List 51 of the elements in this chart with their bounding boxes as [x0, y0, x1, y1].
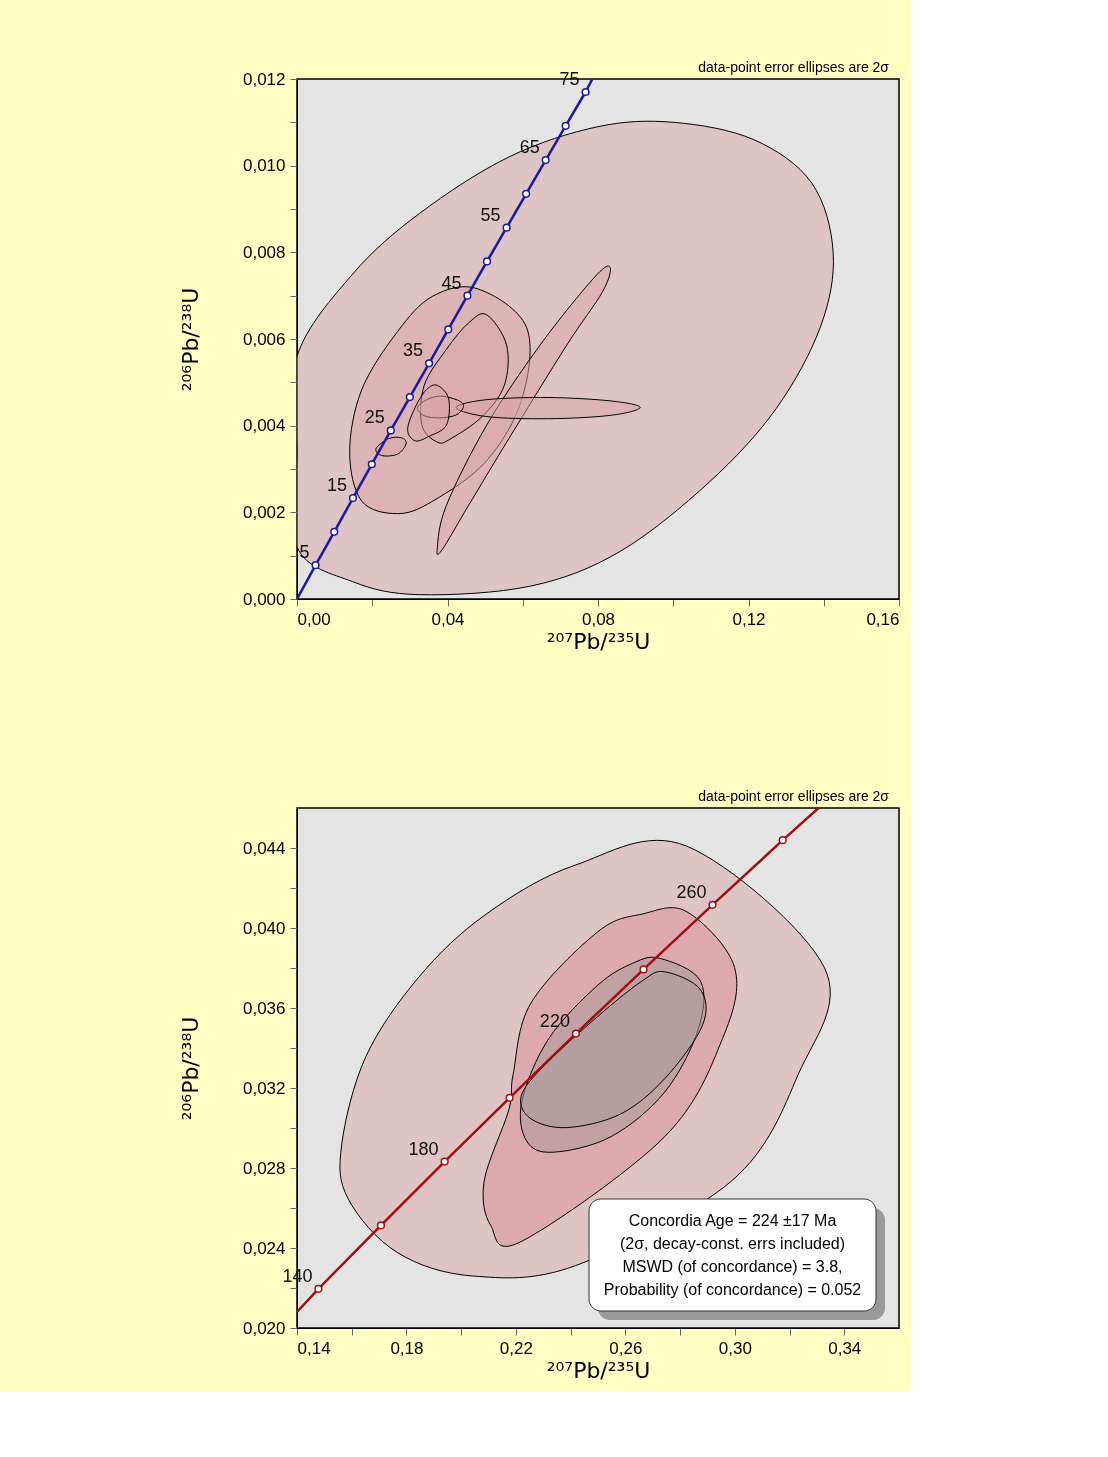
point [778, 836, 787, 845]
point [708, 900, 717, 909]
point [376, 1221, 386, 1230]
y-tick-label: 0,044 [242, 838, 286, 858]
annotation: (2σ, decay-const. errs included) [619, 1235, 846, 1252]
x-tick-label: 0,12 [732, 609, 766, 629]
text: data-point error ellipses are 2σ [698, 59, 890, 75]
x-tick-label: 0,16 [866, 609, 900, 629]
annotation: 35 [403, 340, 424, 361]
point [639, 965, 648, 974]
x-tick-label: 0,30 [718, 1338, 752, 1358]
annotation: MSWD (of concordance) = 3.8, [622, 1258, 843, 1275]
y-tick-label: 0,032 [242, 1078, 286, 1098]
x-tick-label: 0,14 [297, 1338, 331, 1358]
y-tick-label: 0,000 [242, 589, 286, 609]
annotation: Probability (of concordance) = 0.052 [603, 1281, 862, 1298]
x-tick-label: 0,00 [297, 609, 331, 629]
y-tick-label: 0,036 [242, 998, 286, 1018]
y-tick-label: 0,010 [242, 156, 286, 176]
x-tick-label: 0,26 [609, 1338, 643, 1358]
point [314, 1284, 323, 1293]
annotation: 25 [364, 407, 385, 428]
point [505, 1093, 514, 1102]
y-tick-label: 0,040 [242, 918, 286, 938]
x-axis-title: ²⁰⁷Pb/²³⁵U [546, 628, 651, 654]
x-axis-title: ²⁰⁷Pb/²³⁵U [546, 1357, 651, 1383]
y-tick-label: 0,024 [242, 1238, 286, 1258]
x-tick-label: 0,34 [828, 1338, 862, 1358]
y-tick-label: 0,012 [242, 69, 286, 89]
point [571, 1029, 581, 1038]
annotation: 45 [441, 272, 462, 293]
y-tick-label: 0,002 [242, 502, 286, 522]
y-tick-label: 0,020 [242, 1318, 286, 1338]
y-tick-label: 0,006 [242, 329, 286, 349]
x-tick-label: 0,08 [581, 609, 616, 629]
annotation: 55 [480, 204, 501, 225]
y-tick-label: 0,004 [242, 416, 286, 436]
x-tick-label: 0,04 [431, 609, 465, 629]
y-tick-label: 0,028 [242, 1158, 286, 1178]
y-tick-label: 0,008 [242, 242, 286, 262]
y-axis-title: ²⁰⁶Pb/²³⁸U [177, 1016, 203, 1121]
text: data-point error ellipses are 2σ [698, 788, 890, 804]
y-axis-title: ²⁰⁶Pb/²³⁸U [177, 287, 203, 392]
x-tick-label: 0,18 [390, 1338, 424, 1358]
annotation: Concordia Age = 224 ±17 Ma [628, 1212, 837, 1229]
point [440, 1157, 449, 1166]
annotation: 180 [408, 1138, 439, 1159]
x-tick-label: 0,22 [499, 1338, 533, 1358]
annotation: 260 [676, 881, 707, 902]
annotation: 5 [299, 542, 310, 563]
annotation: 15 [326, 475, 347, 496]
